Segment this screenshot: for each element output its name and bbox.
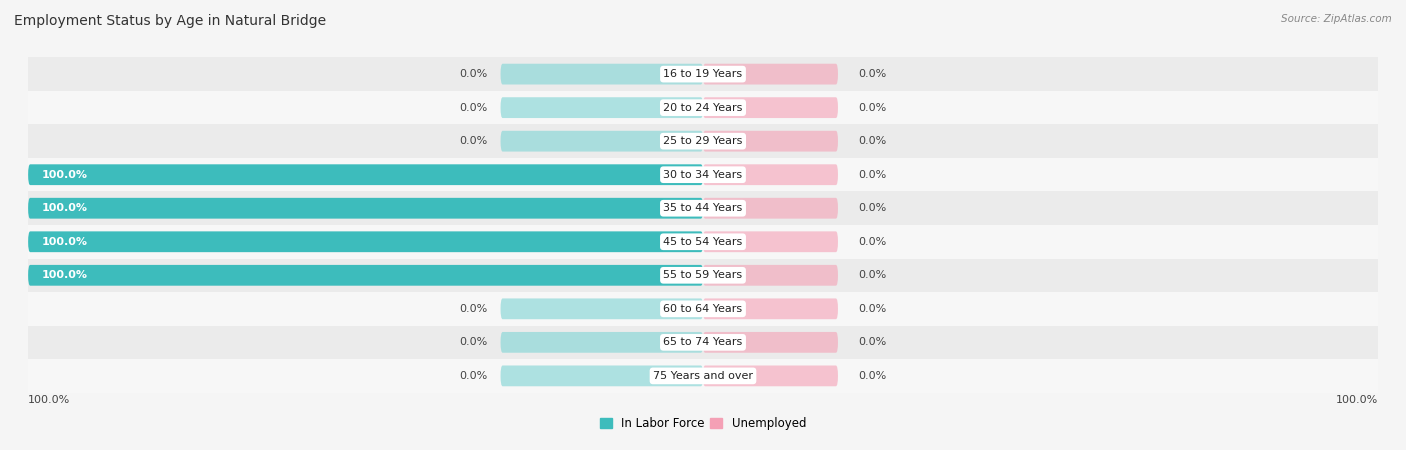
Text: 60 to 64 Years: 60 to 64 Years <box>664 304 742 314</box>
Text: 0.0%: 0.0% <box>858 103 886 112</box>
Bar <box>28 191 1378 225</box>
Text: 75 Years and over: 75 Years and over <box>652 371 754 381</box>
Text: 55 to 59 Years: 55 to 59 Years <box>664 270 742 280</box>
Text: 30 to 34 Years: 30 to 34 Years <box>664 170 742 180</box>
Text: 0.0%: 0.0% <box>858 338 886 347</box>
Text: 100.0%: 100.0% <box>42 170 87 180</box>
Text: 100.0%: 100.0% <box>42 270 87 280</box>
FancyBboxPatch shape <box>703 131 838 152</box>
FancyBboxPatch shape <box>703 198 838 219</box>
Bar <box>28 292 1378 326</box>
Text: 0.0%: 0.0% <box>858 237 886 247</box>
Bar <box>28 259 1378 292</box>
Bar <box>28 359 1378 393</box>
Legend: In Labor Force, Unemployed: In Labor Force, Unemployed <box>595 412 811 435</box>
Text: 0.0%: 0.0% <box>458 103 486 112</box>
Bar <box>28 158 1378 191</box>
Text: 0.0%: 0.0% <box>858 304 886 314</box>
Text: 65 to 74 Years: 65 to 74 Years <box>664 338 742 347</box>
FancyBboxPatch shape <box>28 265 703 286</box>
FancyBboxPatch shape <box>703 265 838 286</box>
Text: 0.0%: 0.0% <box>858 203 886 213</box>
FancyBboxPatch shape <box>703 64 838 85</box>
Bar <box>28 225 1378 259</box>
Text: 0.0%: 0.0% <box>858 270 886 280</box>
Text: 0.0%: 0.0% <box>858 69 886 79</box>
Bar <box>28 326 1378 359</box>
Bar <box>28 91 1378 124</box>
Text: 100.0%: 100.0% <box>28 396 70 405</box>
FancyBboxPatch shape <box>501 365 703 386</box>
Text: 0.0%: 0.0% <box>458 136 486 146</box>
Text: Employment Status by Age in Natural Bridge: Employment Status by Age in Natural Brid… <box>14 14 326 27</box>
FancyBboxPatch shape <box>28 231 703 252</box>
Text: 0.0%: 0.0% <box>858 136 886 146</box>
Bar <box>28 124 1378 158</box>
Text: Source: ZipAtlas.com: Source: ZipAtlas.com <box>1281 14 1392 23</box>
FancyBboxPatch shape <box>501 298 703 319</box>
Text: 20 to 24 Years: 20 to 24 Years <box>664 103 742 112</box>
Text: 0.0%: 0.0% <box>458 304 486 314</box>
Bar <box>28 57 1378 91</box>
Text: 35 to 44 Years: 35 to 44 Years <box>664 203 742 213</box>
FancyBboxPatch shape <box>501 131 703 152</box>
FancyBboxPatch shape <box>501 332 703 353</box>
FancyBboxPatch shape <box>501 64 703 85</box>
Text: 100.0%: 100.0% <box>42 203 87 213</box>
Text: 0.0%: 0.0% <box>458 338 486 347</box>
FancyBboxPatch shape <box>703 298 838 319</box>
Text: 100.0%: 100.0% <box>42 237 87 247</box>
FancyBboxPatch shape <box>703 231 838 252</box>
FancyBboxPatch shape <box>703 164 838 185</box>
Text: 0.0%: 0.0% <box>458 69 486 79</box>
Text: 0.0%: 0.0% <box>858 371 886 381</box>
FancyBboxPatch shape <box>703 332 838 353</box>
Text: 0.0%: 0.0% <box>458 371 486 381</box>
FancyBboxPatch shape <box>28 164 703 185</box>
FancyBboxPatch shape <box>703 365 838 386</box>
Text: 0.0%: 0.0% <box>858 170 886 180</box>
Text: 25 to 29 Years: 25 to 29 Years <box>664 136 742 146</box>
FancyBboxPatch shape <box>28 198 703 219</box>
FancyBboxPatch shape <box>703 97 838 118</box>
Text: 100.0%: 100.0% <box>1336 396 1378 405</box>
FancyBboxPatch shape <box>501 97 703 118</box>
Text: 45 to 54 Years: 45 to 54 Years <box>664 237 742 247</box>
Text: 16 to 19 Years: 16 to 19 Years <box>664 69 742 79</box>
